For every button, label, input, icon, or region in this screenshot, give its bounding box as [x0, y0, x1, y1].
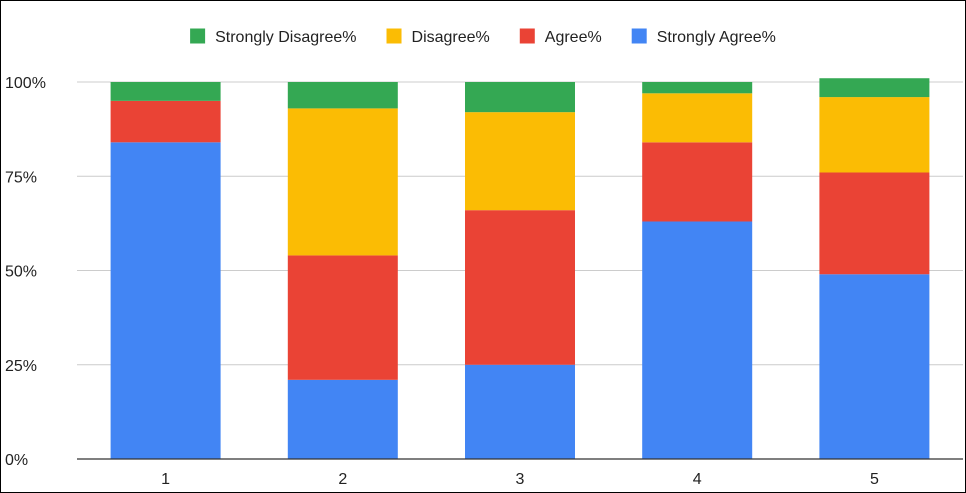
bar-segment: [465, 82, 575, 113]
bar-segment: [465, 112, 575, 211]
bar-segment: [819, 97, 930, 173]
bar-segment: [642, 142, 753, 222]
legend-swatch: [519, 28, 535, 44]
bar-segment: [465, 364, 575, 459]
bar-segment: [110, 100, 221, 143]
bar-segment: [642, 93, 753, 143]
bars: [110, 78, 930, 459]
legend-label: Strongly Agree%: [657, 29, 776, 46]
axes: 0% 25% 50% 75% 100% 1 2 3 4 5: [5, 75, 963, 488]
legend: Strongly Disagree% Disagree% Agree% Strongl…: [190, 28, 776, 46]
x-tick-label: 1: [161, 471, 170, 488]
bar-segment: [287, 379, 398, 459]
y-tick-label: 25%: [5, 358, 37, 375]
legend-label: Disagree%: [412, 29, 490, 46]
legend-swatch: [631, 28, 647, 44]
y-tick-label: 100%: [5, 75, 46, 92]
legend-swatch: [190, 28, 206, 44]
x-tick-label: 5: [870, 471, 879, 488]
legend-label: Strongly Disagree%: [215, 29, 356, 46]
bar-segment: [819, 78, 930, 98]
x-tick-label: 3: [516, 471, 525, 488]
y-tick-label: 75%: [5, 169, 37, 186]
bar-segment: [642, 82, 753, 94]
bar-segment: [819, 172, 930, 275]
x-tick-label: 2: [338, 471, 347, 488]
y-tick-label: 0%: [5, 452, 28, 469]
bar-segment: [465, 210, 575, 365]
bar-segment: [287, 108, 398, 256]
x-tick-label: 4: [693, 471, 702, 488]
bar-segment: [287, 255, 398, 380]
bar-segment: [642, 221, 753, 459]
bar-segment: [287, 82, 398, 109]
bar-segment: [110, 82, 221, 101]
legend-swatch: [386, 28, 402, 44]
bar-segment: [110, 142, 221, 459]
legend-label: Agree%: [545, 29, 602, 46]
y-tick-label: 50%: [5, 264, 37, 281]
bar-segment: [819, 274, 930, 459]
